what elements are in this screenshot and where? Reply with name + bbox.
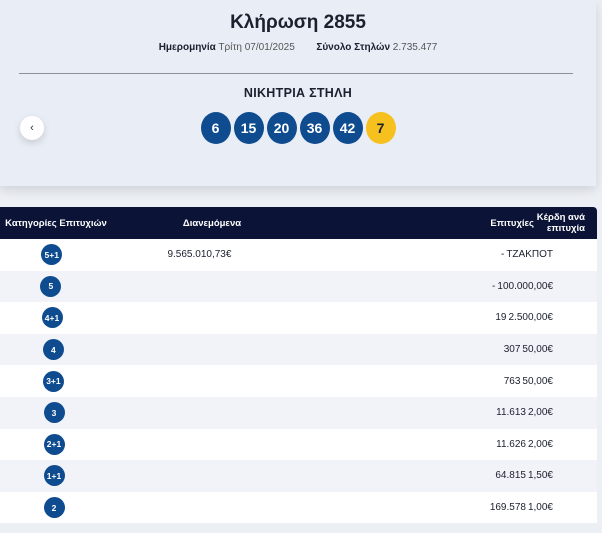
category-cell: 2+1 (0, 433, 108, 455)
table-row: 3 11.613 2,00€ (0, 396, 597, 429)
category-cell: 2 (0, 497, 108, 519)
wins-cell: 19 (495, 312, 507, 324)
wins-cell: 64.815 (495, 470, 526, 482)
category-cell: 4 (0, 339, 107, 361)
category-badge: 4 (42, 339, 64, 361)
prize-cell: 1,50€ (527, 470, 553, 482)
number-ball: 36 (299, 112, 330, 144)
table-row: 5 - 100.000,00€ (0, 270, 597, 303)
table-row: 4 307 50,00€ (0, 333, 597, 366)
category-badge: 3 (43, 402, 65, 424)
wins-cell: 11.626 (496, 438, 526, 450)
table-row: 4+1 19 2.500,00€ (0, 302, 597, 334)
table-row: 3+1 763 50,00€ (0, 365, 597, 397)
table-row: 5+1 9.565.010,73€ - ΤΖΑΚΠΟΤ (0, 239, 597, 271)
prize-cell: 2,00€ (527, 407, 553, 419)
winning-numbers: 6 15 20 36 42 7 (0, 112, 596, 144)
category-cell: 4+1 (0, 307, 104, 329)
wins-cell: 11.613 (496, 407, 526, 419)
prize-cell: ΤΖΑΚΠΟΤ (506, 249, 553, 261)
category-cell: 3+1 (0, 370, 107, 392)
winning-label: ΝΙΚΗΤΡΙΑ ΣΤΗΛΗ (243, 86, 353, 100)
prize-cell: 2.500,00€ (508, 312, 554, 324)
header-category: Κατηγορίες Επιτυχιών (5, 217, 107, 229)
category-badge: 3+1 (42, 370, 64, 392)
header-prize: Κέρδη ανά επιτυχία (536, 212, 585, 234)
category-badge: 5+1 (41, 244, 63, 266)
category-badge: 2 (43, 497, 65, 519)
prize-cell: 100.000,00€ (497, 280, 554, 292)
columns-value: 2.735.477 (392, 42, 438, 53)
header-wins: Επιτυχίες (490, 217, 534, 229)
number-ball: 15 (233, 112, 264, 144)
header-distributed: Διανεμόμενα (182, 217, 242, 229)
category-badge: 1+1 (43, 465, 65, 487)
prize-cell: 2,00€ (527, 438, 553, 450)
prize-table: Κατηγορίες Επιτυχιών Διανεμόμενα Επιτυχί… (0, 207, 597, 524)
draw-meta: Ημερομηνία Τρίτη 07/01/2025 Σύνολο Στηλώ… (0, 42, 596, 53)
distributed-cell: 9.565.010,73€ (167, 249, 232, 261)
number-ball: 6 (200, 112, 231, 144)
prize-cell: 50,00€ (522, 344, 553, 356)
wins-cell: - (492, 280, 496, 292)
wins-cell: 763 (503, 375, 521, 387)
divider (19, 73, 573, 74)
previous-draw-button[interactable]: ‹ (20, 116, 44, 140)
table-row: 2 169.578 1,00€ (0, 491, 597, 524)
prize-cell: 50,00€ (522, 375, 553, 387)
category-cell: 5+1 (0, 244, 104, 266)
category-cell: 1+1 (0, 465, 108, 487)
columns-label: Σύνολο Στηλών (316, 42, 391, 53)
wins-cell: - (500, 249, 505, 261)
category-badge: 2+1 (43, 433, 65, 455)
wins-cell: 307 (503, 344, 521, 356)
category-cell: 5 (0, 275, 102, 297)
date-value: Τρίτη 07/01/2025 (218, 42, 295, 53)
table-header: Κατηγορίες Επιτυχιών Διανεμόμενα Επιτυχί… (0, 207, 597, 239)
table-row: 2+1 11.626 2,00€ (0, 428, 597, 461)
category-badge: 5 (40, 275, 62, 297)
chevron-left-icon: ‹ (30, 122, 34, 134)
category-cell: 3 (0, 402, 108, 424)
draw-title: Κλήρωση 2855 (230, 12, 366, 33)
draw-card: Κλήρωση 2855 Ημερομηνία Τρίτη 07/01/2025… (0, 0, 596, 186)
table-row: 1+1 64.815 1,50€ (0, 460, 597, 492)
wins-cell: 169.578 (489, 502, 526, 514)
prize-cell: 1,00€ (527, 502, 553, 514)
date-label: Ημερομηνία (158, 42, 216, 53)
number-ball: 42 (332, 112, 363, 144)
number-ball: 20 (266, 112, 297, 144)
category-badge: 4+1 (41, 307, 63, 329)
bonus-ball: 7 (365, 112, 396, 144)
